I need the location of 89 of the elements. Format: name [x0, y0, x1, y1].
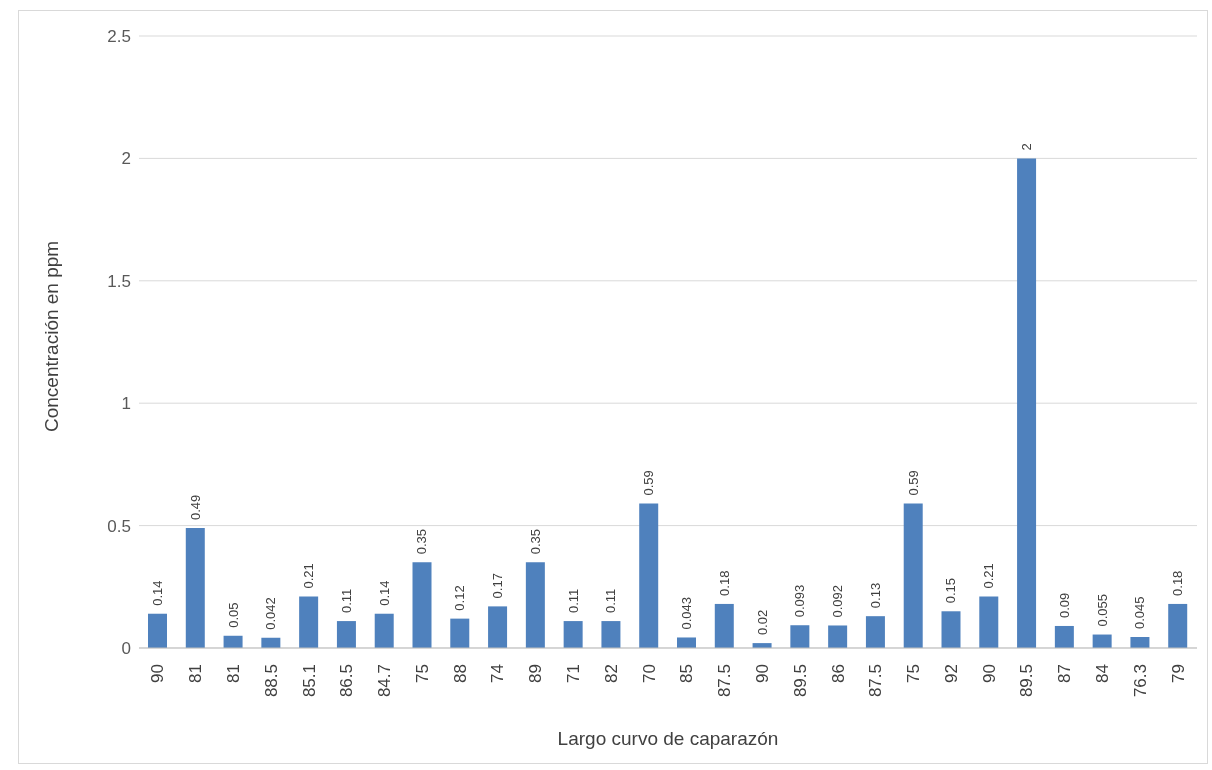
data-label: 0.18 — [1170, 570, 1186, 596]
x-tick-label: 70 — [639, 664, 659, 683]
bar — [148, 613, 167, 648]
y-tick-label: 0 — [121, 639, 131, 659]
data-label: 0.02 — [754, 609, 770, 636]
x-tick-label: 85 — [677, 664, 697, 683]
x-tick-label: 87 — [1055, 664, 1075, 683]
data-label: 0.042 — [263, 597, 279, 630]
y-tick-label: 1 — [121, 394, 131, 414]
x-tick-label: 81 — [223, 664, 243, 683]
data-label: 0.092 — [830, 584, 846, 618]
bar — [1130, 636, 1150, 648]
x-tick-label: 89 — [526, 664, 546, 683]
x-tick-label: 92 — [941, 664, 961, 683]
bar — [525, 562, 545, 648]
data-label: 0.21 — [981, 563, 997, 589]
bar — [185, 528, 205, 648]
bar — [563, 621, 583, 648]
y-axis-title: Concentración en ppm — [40, 240, 62, 432]
data-label: 0.055 — [1094, 593, 1110, 627]
data-label: 0.18 — [716, 570, 732, 596]
data-label: 0.093 — [792, 584, 808, 618]
data-label: 0.043 — [679, 596, 694, 630]
bar — [639, 503, 659, 648]
x-tick-label: 82 — [601, 664, 621, 683]
bar — [601, 621, 621, 648]
x-tick-label: 75 — [412, 664, 432, 683]
data-label: 0.12 — [452, 585, 468, 611]
x-tick-label: 81 — [186, 664, 206, 683]
bar — [790, 625, 810, 648]
bar — [374, 613, 394, 648]
bar — [903, 503, 923, 648]
y-tick-label: 1.5 — [107, 271, 131, 291]
data-label: 0.59 — [905, 470, 921, 496]
bar — [488, 606, 508, 648]
x-tick-label: 89.5 — [1017, 664, 1037, 698]
bar — [1017, 158, 1037, 648]
x-tick-label: 87.5 — [866, 664, 886, 698]
bar — [336, 621, 356, 648]
bar — [714, 603, 734, 648]
data-label: 0.11 — [565, 588, 581, 614]
y-tick-label: 2 — [121, 149, 131, 169]
x-tick-label: 86.5 — [337, 664, 357, 698]
x-tick-label: 89.5 — [790, 664, 810, 698]
x-axis-title: Largo curvo de caparazón — [557, 728, 779, 749]
bar — [299, 596, 319, 648]
bar — [979, 596, 999, 648]
data-label: 0.045 — [1132, 596, 1148, 629]
data-label: 0.13 — [867, 582, 883, 609]
x-tick-label: 75 — [904, 664, 924, 683]
x-tick-label: 90 — [148, 664, 168, 683]
bar — [865, 616, 885, 648]
x-tick-label: 90 — [752, 664, 772, 683]
x-tick-label: 87.5 — [715, 664, 735, 698]
bar — [1054, 625, 1074, 648]
bar — [1168, 603, 1188, 648]
x-tick-label: 79 — [1168, 664, 1188, 683]
data-label: 0.14 — [376, 580, 392, 606]
data-label: 0.49 — [187, 494, 203, 521]
x-tick-label: 74 — [488, 664, 508, 683]
data-label: 0.59 — [641, 470, 657, 496]
data-label: 0.11 — [603, 588, 619, 614]
data-label: 0.15 — [943, 577, 959, 604]
x-tick-label: 84.7 — [375, 664, 395, 698]
data-label: 2 — [1019, 143, 1035, 151]
data-label: 0.17 — [490, 573, 506, 599]
x-tick-label: 90 — [979, 664, 999, 683]
bar — [223, 635, 243, 648]
data-label: 0.09 — [1056, 592, 1072, 618]
y-tick-label: 0.5 — [107, 516, 131, 536]
y-tick-label: 2.5 — [107, 27, 131, 47]
x-tick-label: 88.5 — [261, 664, 281, 698]
bar — [450, 618, 470, 648]
bar — [677, 637, 696, 648]
x-tick-label: 71 — [564, 664, 584, 683]
x-tick-label: 84 — [1093, 664, 1113, 683]
data-label: 0.05 — [225, 602, 241, 628]
data-label: 0.21 — [301, 563, 317, 589]
x-tick-label: 88 — [450, 664, 470, 683]
x-tick-label: 86 — [828, 664, 848, 683]
data-label: 0.14 — [150, 580, 165, 606]
data-label: 0.11 — [338, 588, 354, 614]
x-tick-label: 85.1 — [299, 664, 319, 698]
bar — [828, 625, 848, 648]
bar — [941, 611, 961, 648]
data-label: 0.35 — [414, 529, 430, 555]
data-label: 0.35 — [527, 529, 543, 555]
bar — [412, 562, 432, 648]
x-tick-label: 76.3 — [1130, 664, 1150, 698]
